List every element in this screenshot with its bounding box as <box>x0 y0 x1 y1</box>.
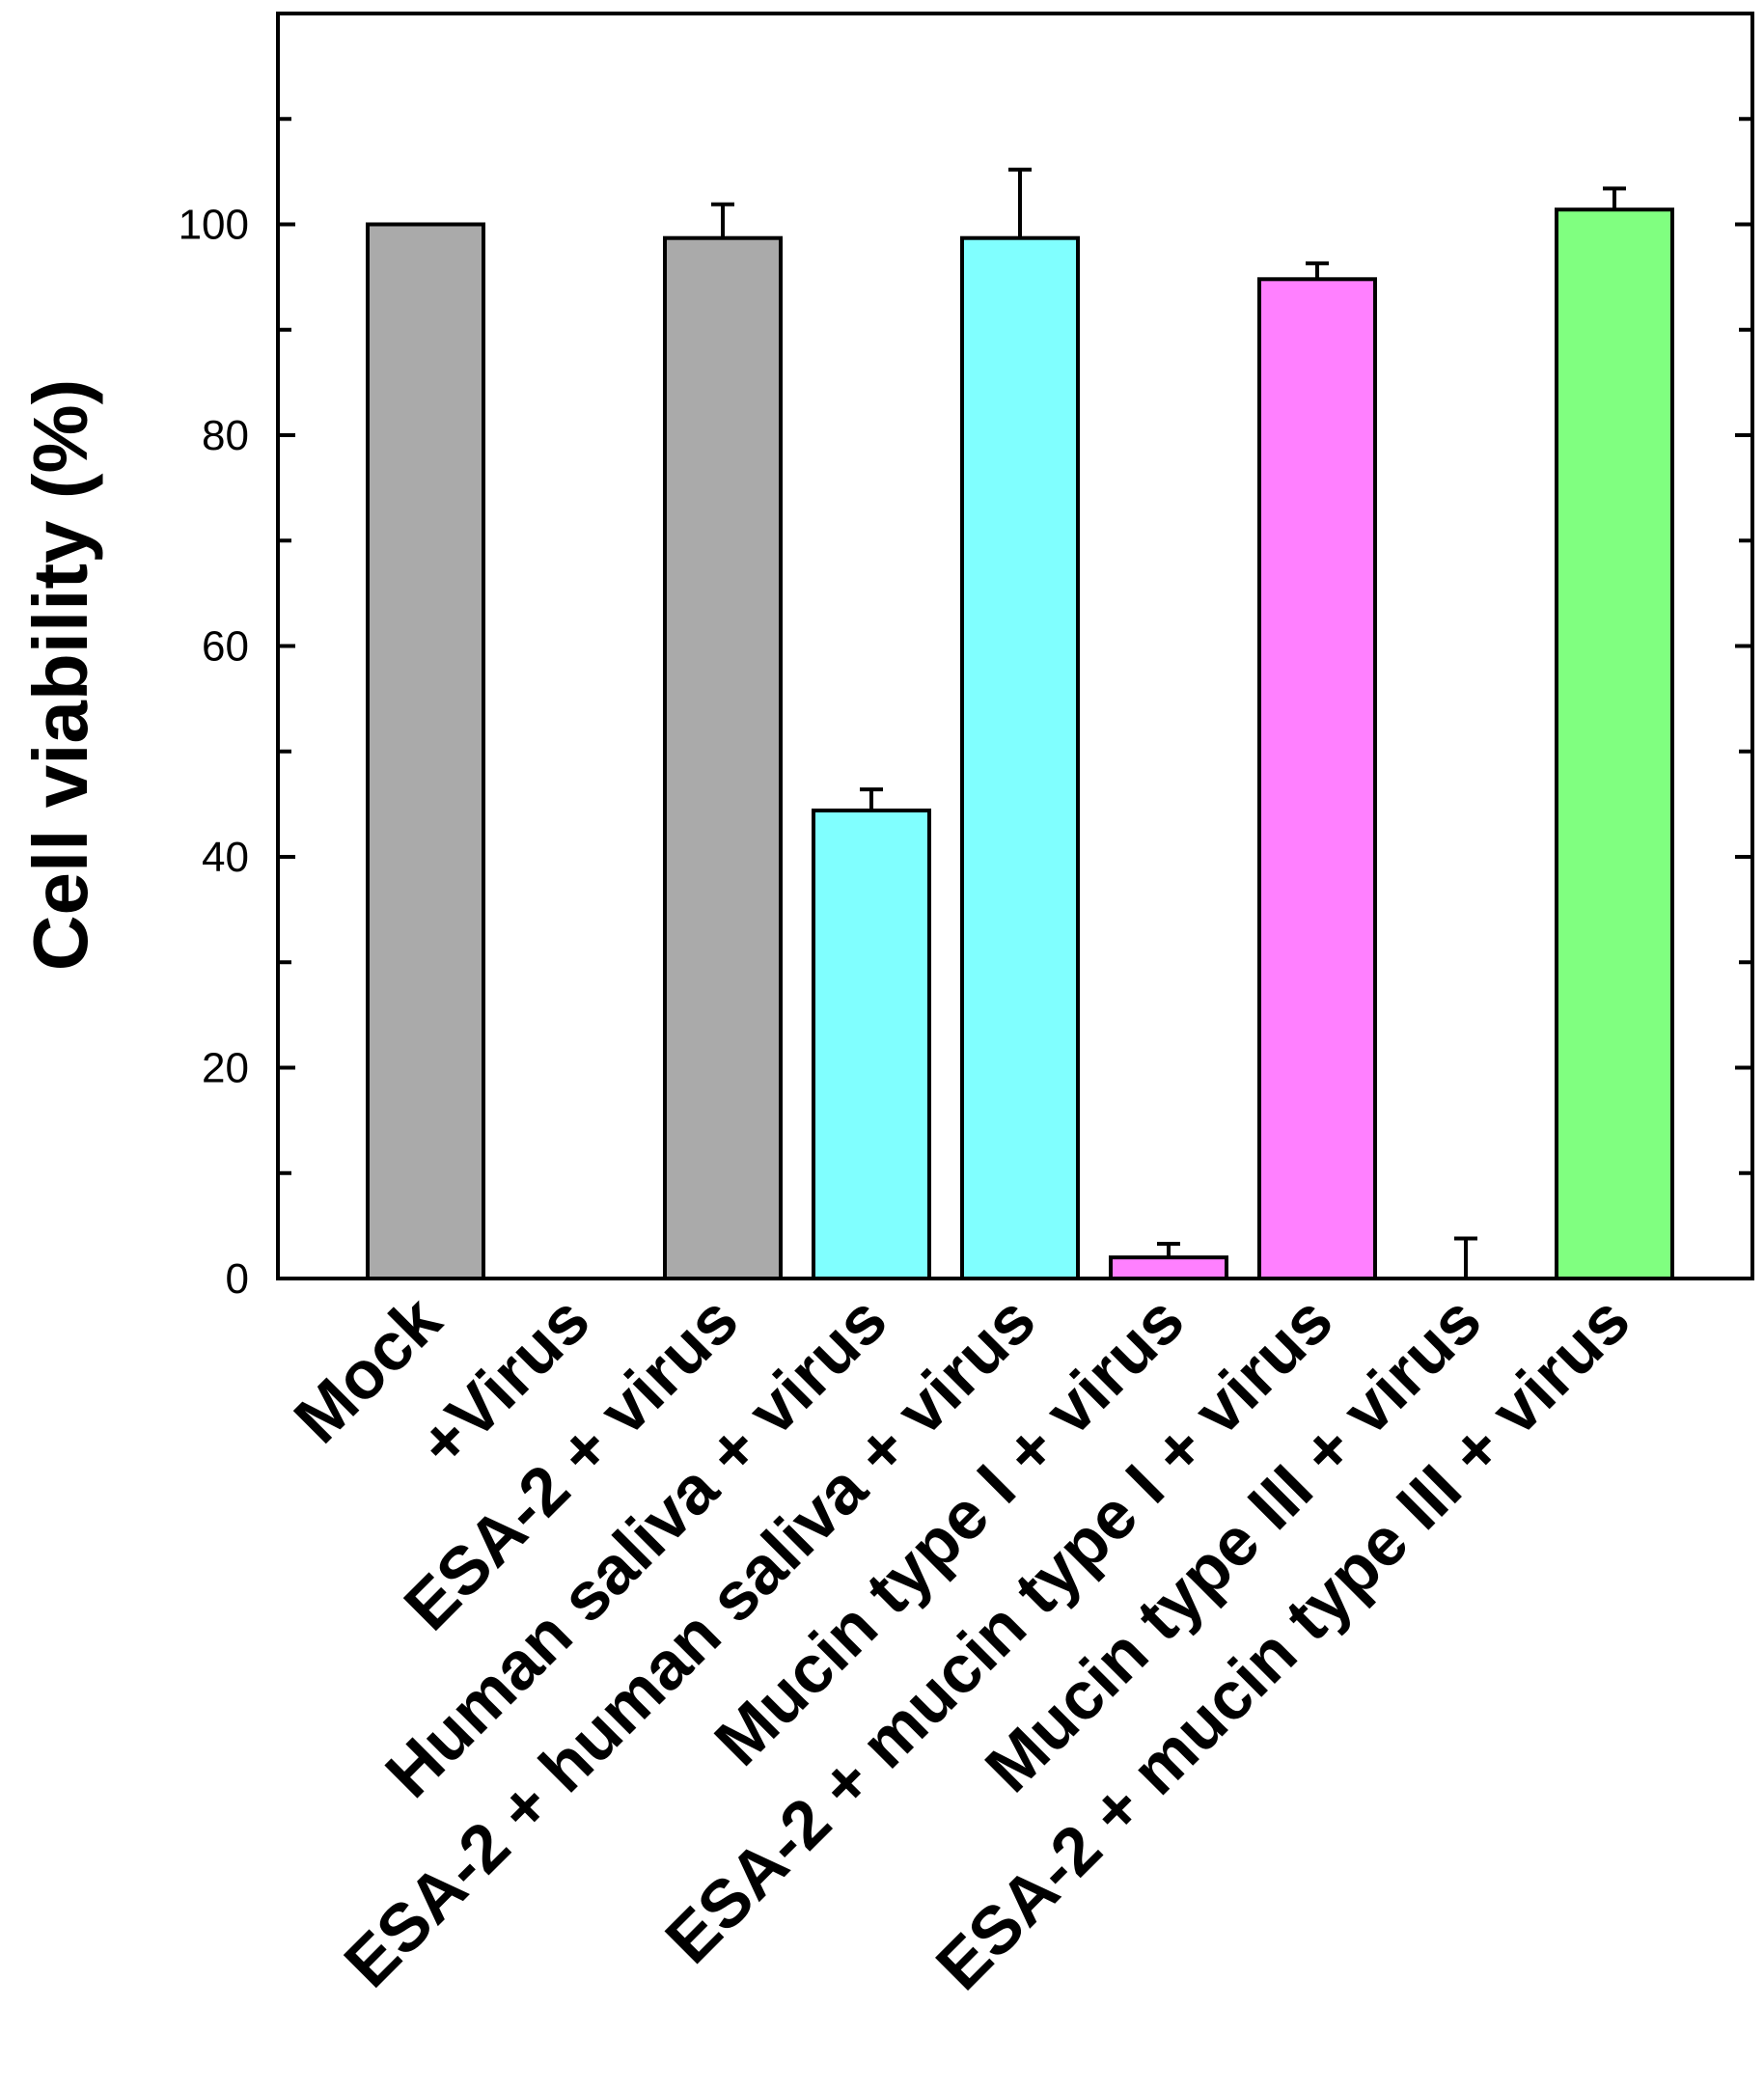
error-bars-layer <box>711 167 1626 1279</box>
error-bar-7 <box>1454 1236 1477 1279</box>
error-bar-8 <box>1603 186 1626 210</box>
y-tick-label: 100 <box>179 202 249 249</box>
error-bar-5 <box>1157 1241 1180 1258</box>
bar-0 <box>366 222 485 1280</box>
y-tick-label: 0 <box>226 1255 249 1303</box>
error-bar-2 <box>711 202 734 238</box>
error-bar-6 <box>1306 261 1329 280</box>
bar-2 <box>663 235 783 1280</box>
y-tick-label: 60 <box>202 623 249 671</box>
bar-3 <box>812 808 931 1280</box>
y-tick-label: 40 <box>202 834 249 881</box>
bar-6 <box>1257 277 1377 1280</box>
bar-5 <box>1109 1255 1228 1281</box>
bar-4 <box>960 235 1080 1280</box>
bar-8 <box>1555 207 1674 1281</box>
y-axis-ticks: 0 20 40 60 80 100 <box>179 12 1752 1303</box>
bars-layer <box>366 207 1674 1281</box>
error-bar-4 <box>1008 167 1032 238</box>
y-tick-label: 20 <box>202 1045 249 1092</box>
error-bar-3 <box>860 787 883 811</box>
y-axis-label: Cell viability (%) <box>17 379 103 971</box>
y-tick-label: 80 <box>202 412 249 459</box>
